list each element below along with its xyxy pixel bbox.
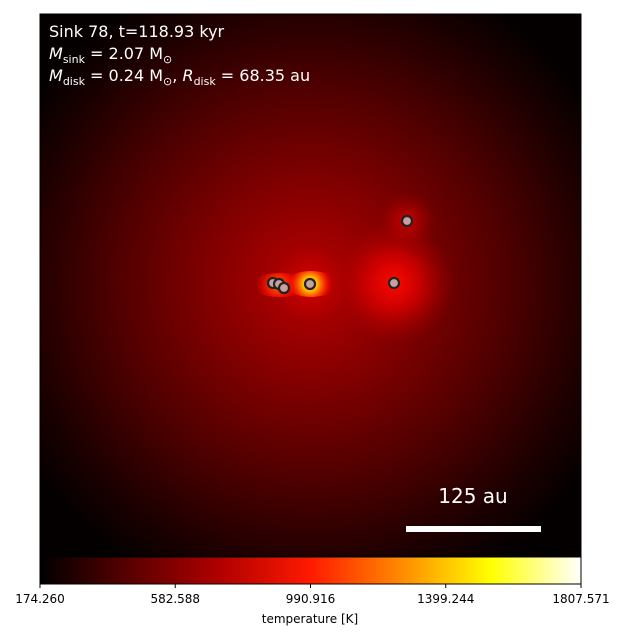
scale-bar (406, 526, 541, 532)
annotation-line-2: Msink = 2.07 M⊙ (49, 44, 172, 66)
colorbar-tick-label: 582.588 (150, 592, 200, 606)
sink-marker (303, 277, 317, 291)
colorbar-label: temperature [K] (262, 612, 358, 626)
scale-bar-label: 125 au (438, 484, 507, 508)
sink-marker (387, 276, 401, 290)
colorbar: 174.260 582.588 990.916 1399.244 1807.571 te… (15, 556, 610, 626)
plot-frame (39, 13, 582, 557)
sink-markers (266, 214, 414, 295)
temperature-map: 125 au (40, 14, 581, 556)
annotation-line-1: Sink 78, t=118.93 kyr (49, 22, 225, 41)
colorbar-tick-label: 990.916 (286, 592, 336, 606)
colorbar-tick-label: 1399.244 (417, 592, 474, 606)
colorbar-tick-label: 1807.571 (552, 592, 609, 606)
annotation-line-3: Mdisk = 0.24 M⊙, Rdisk = 68.35 au (49, 66, 310, 88)
colorbar-tick-label: 174.260 (15, 592, 65, 606)
sink-marker (400, 214, 414, 228)
colorbar-ticks: 174.260 582.588 990.916 1399.244 1807.571 (15, 584, 610, 606)
sink-marker (277, 281, 291, 295)
colorbar-gradient (39, 556, 582, 585)
